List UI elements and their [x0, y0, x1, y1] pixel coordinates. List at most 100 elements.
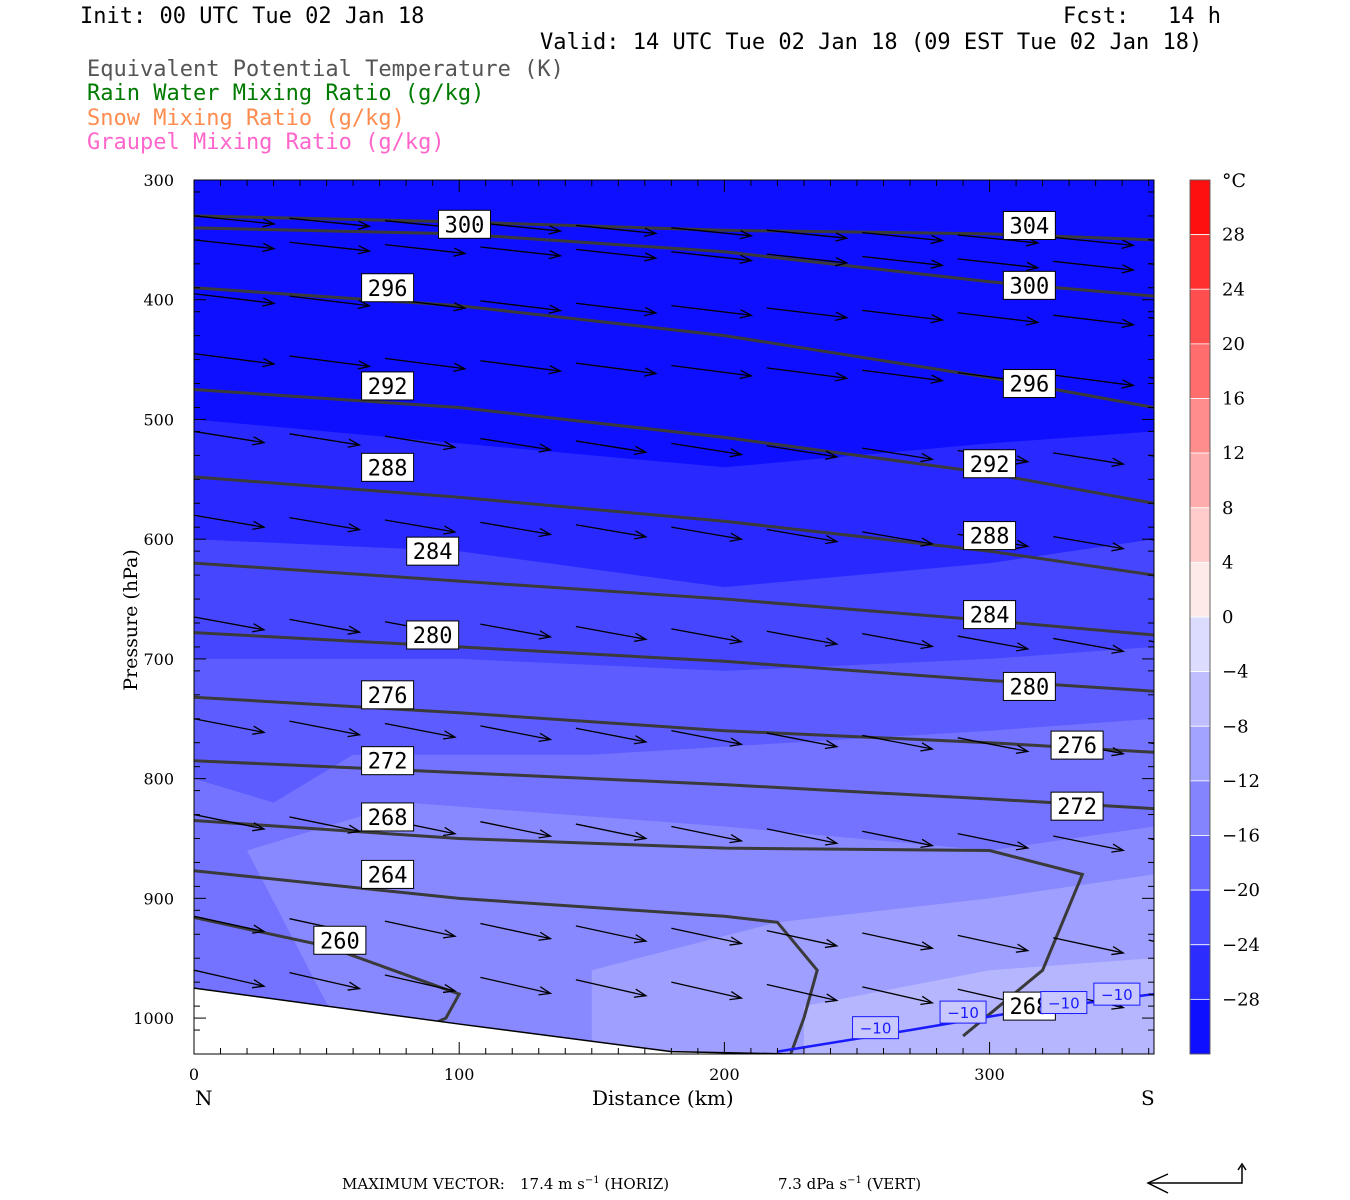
wind-vector: [1053, 937, 1124, 954]
colorbar-segment: [1189, 780, 1211, 836]
wind-vector: [575, 248, 656, 259]
wind-vector-head: [442, 983, 457, 994]
wind-vector-head: [252, 979, 266, 989]
colorbar: 28 24 20 16 12 8 4 0 −4 −8 −12 −16 −20 −24 −28: [1189, 179, 1260, 1055]
legend-snow: Snow Mixing Ratio (g/kg): [87, 106, 405, 131]
wind-vector: [766, 307, 847, 319]
plot-frame: [193, 179, 1155, 1055]
max-vector-vert-head: [1237, 1162, 1247, 1171]
colorbar-tick-label: −20: [1222, 880, 1260, 901]
wind-vector: [862, 531, 933, 545]
temp-label: −10: [852, 1016, 900, 1040]
wind-vector-head: [442, 826, 457, 837]
colorbar-segment: [1189, 179, 1211, 236]
wind-vector-head: [538, 931, 553, 941]
y-tick-label: 700: [143, 650, 174, 669]
wind-vector: [862, 231, 943, 242]
wind-vector: [957, 737, 1028, 753]
wind-vector: [480, 821, 551, 837]
wind-vector: [671, 628, 742, 643]
wind-vector: [671, 364, 752, 377]
wind-vector: [575, 625, 646, 640]
wind-vector-head: [1111, 644, 1126, 654]
wind-vector: [480, 300, 561, 312]
wind-vector-head: [633, 934, 648, 944]
temp-label-box: [1093, 982, 1141, 1006]
theta-e-label-text: 292: [368, 375, 408, 400]
terrain-surface: [194, 988, 751, 1054]
theta-e-label: 296: [361, 273, 415, 303]
wind-vector: [575, 979, 647, 997]
wind-vector: [194, 718, 265, 734]
theta-e-labels: 304 300 300 296 296 292 292 288 288 284 284 280 280 2…: [313, 209, 1104, 1021]
colorbar-tick-label: −28: [1222, 989, 1260, 1010]
wind-vector: [384, 357, 466, 370]
theta-e-label-box: [361, 371, 415, 401]
wind-vector: [194, 239, 275, 250]
theta-e-label-box: [1050, 791, 1104, 821]
wind-vector: [862, 932, 933, 949]
theta-e-label-box: [361, 273, 415, 303]
wind-vector-head: [920, 838, 935, 849]
wind-vector: [1053, 637, 1124, 652]
wind-vector: [480, 976, 551, 994]
wind-vector: [575, 302, 656, 314]
wind-vector: [1053, 452, 1124, 465]
wind-vector-head: [347, 438, 362, 448]
wind-vector-head: [729, 833, 744, 844]
wind-vector-head: [920, 537, 935, 547]
colorbar-segment: [1189, 507, 1211, 563]
max-vector-arrow: [1146, 1162, 1247, 1194]
x-tick-label: 100: [444, 1065, 475, 1084]
wind-vector-head: [1121, 264, 1136, 274]
x-tick-label: 200: [709, 1065, 740, 1084]
wind-vector-head: [729, 991, 744, 1001]
theta-e-label-text: 280: [1009, 675, 1049, 700]
wind-vector: [384, 722, 456, 738]
wind-vector: [194, 813, 265, 830]
wind-vector-head: [1015, 744, 1030, 754]
wind-vector: [1148, 263, 1154, 265]
colorbar-segment: [1189, 561, 1211, 618]
wind-vector-head: [443, 440, 457, 451]
wind-vector-head: [548, 304, 563, 314]
theta-e-contour-260: [194, 916, 462, 1026]
wind-vector: [194, 616, 265, 631]
wind-vector: [480, 725, 551, 741]
wind-vector: [480, 437, 551, 451]
wind-vector: [862, 986, 933, 1004]
wind-vector-head: [442, 929, 457, 939]
theta-e-label-text: 284: [970, 604, 1010, 629]
wind-vector: [194, 352, 275, 365]
wind-vector: [766, 983, 837, 1002]
wind-vector: [1053, 536, 1124, 550]
wind-vector-head: [824, 836, 839, 846]
wind-vector: [384, 974, 456, 992]
wind-vector: [862, 255, 943, 266]
theta-e-label-box: [963, 449, 1017, 479]
wind-vector: [194, 215, 275, 225]
wind-vector-head: [262, 242, 276, 253]
colorbar-segment: [1189, 889, 1211, 946]
y-tick-label: 1000: [133, 1009, 174, 1028]
wind-vector: [766, 630, 837, 645]
wind-vector: [957, 832, 1028, 849]
theta-e-label: 276: [361, 680, 415, 710]
wind-vector-head: [442, 730, 457, 740]
y-tick-label: 400: [143, 291, 174, 310]
wind-vector-head: [538, 732, 553, 743]
wind-vector-head: [453, 362, 467, 373]
wind-vector: [575, 224, 656, 235]
wind-vector: [766, 253, 847, 264]
wind-vector-head: [1111, 945, 1126, 956]
theta-e-label: 284: [963, 600, 1017, 630]
wind-vector-head: [1207, 1082, 1219, 1090]
theta-e-label-text: 268: [368, 806, 408, 831]
theta-e-label-text: 284: [413, 540, 453, 565]
wind-vector-head: [824, 637, 839, 647]
wind-vector-head: [1015, 943, 1030, 953]
wind-vector: [575, 925, 647, 942]
colorbar-tick-label: 20: [1222, 334, 1245, 355]
wind-vector-head: [347, 981, 362, 991]
